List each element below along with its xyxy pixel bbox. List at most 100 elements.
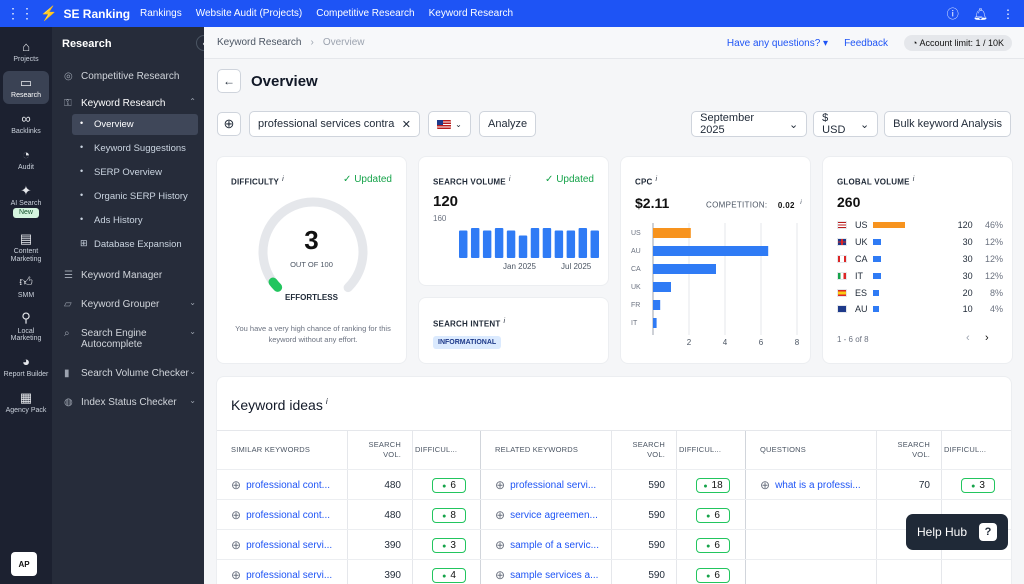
- add-keyword-button[interactable]: ⊕: [217, 112, 241, 136]
- keyword-cell[interactable]: ⊕ professional cont...: [231, 470, 345, 500]
- help-icon[interactable]: ⓘ: [946, 7, 959, 21]
- panel-sub-database-expansion[interactable]: ⊞ Database Expansion: [80, 238, 182, 250]
- table-row[interactable]: ⊕ sample services a... 590 ● 6: [481, 559, 746, 584]
- keyword-cell[interactable]: ⊕ professional servi...: [495, 470, 609, 500]
- volume-bar[interactable]: [482, 230, 492, 259]
- info-icon[interactable]: i: [282, 176, 284, 183]
- volume-bar[interactable]: [518, 235, 528, 259]
- topnav-rankings[interactable]: Rankings: [140, 8, 182, 19]
- volume-bar[interactable]: [494, 228, 504, 258]
- cpc-bar[interactable]: [653, 264, 716, 274]
- add-keyword-icon[interactable]: ⊕: [495, 508, 506, 522]
- keyword-link[interactable]: professional cont...: [246, 479, 330, 491]
- topnav-website-audit[interactable]: Website Audit (Projects): [195, 8, 303, 19]
- keyword-cell[interactable]: ⊕ sample services a...: [495, 560, 609, 584]
- keyword-cell[interactable]: ⊕ sample of a servic...: [495, 530, 609, 560]
- analyze-button[interactable]: Analyze: [479, 111, 537, 137]
- keyword-search-input[interactable]: professional services contra ✕: [249, 111, 420, 137]
- info-icon[interactable]: i: [325, 397, 328, 407]
- add-keyword-icon[interactable]: ⊕: [231, 478, 242, 492]
- volume-bar[interactable]: [530, 228, 540, 258]
- keyword-cell[interactable]: ⊕ service agreemen...: [495, 500, 609, 530]
- volume-bar[interactable]: [542, 228, 552, 258]
- country-select[interactable]: ⌄: [428, 111, 471, 137]
- apps-grid-icon[interactable]: ⋮⋮: [6, 5, 34, 21]
- rail-report-builder[interactable]: ◕ Report Builder: [3, 353, 49, 379]
- brand-logo[interactable]: ⚡ SE Ranking: [40, 5, 140, 22]
- info-icon[interactable]: i: [503, 318, 506, 325]
- add-keyword-icon[interactable]: ⊕: [231, 568, 242, 582]
- panel-item-keyword-grouper[interactable]: ▱ Keyword Grouper ⌄: [64, 298, 196, 310]
- add-keyword-icon[interactable]: ⊕: [495, 478, 506, 492]
- avatar[interactable]: AP: [11, 552, 37, 576]
- topnav-competitive-research[interactable]: Competitive Research: [316, 8, 415, 19]
- volume-bar[interactable]: [566, 230, 576, 259]
- table-row[interactable]: ⊕ professional cont... 480 ● 6: [217, 469, 481, 499]
- bulk-analysis-button[interactable]: Bulk keyword Analysis: [884, 111, 1011, 137]
- account-limit-badge[interactable]: ◔ Account limit: 1 / 10K: [904, 35, 1012, 51]
- keyword-cell[interactable]: ⊕ professional servi...: [231, 530, 345, 560]
- panel-item-competitive-research[interactable]: ◎ Competitive Research: [64, 71, 180, 82]
- feedback-link[interactable]: Feedback: [844, 37, 888, 49]
- month-select[interactable]: September 2025 ⌄: [691, 111, 808, 137]
- rail-research[interactable]: ▭ Research: [3, 70, 49, 104]
- cpc-bar[interactable]: [653, 228, 691, 238]
- rail-smm[interactable]: 👍︎ SMM: [3, 270, 49, 303]
- add-keyword-icon[interactable]: ⊕: [231, 538, 242, 552]
- panel-item-keyword-manager[interactable]: ☰ Keyword Manager: [64, 270, 163, 281]
- panel-item-search-engine-autocomplete[interactable]: ⌕ Search Engine Autocomplete ⌄: [64, 327, 196, 350]
- panel-sub-organic-serp-history[interactable]: • Organic SERP History: [80, 190, 188, 202]
- column-header[interactable]: DIFFICUL...: [679, 445, 722, 455]
- prev-page-icon[interactable]: ‹: [966, 332, 970, 344]
- keyword-link[interactable]: professional cont...: [246, 509, 330, 521]
- volume-bar[interactable]: [590, 230, 599, 259]
- column-header[interactable]: DIFFICUL...: [944, 445, 987, 455]
- rail-audit[interactable]: ◔ Audit: [3, 143, 49, 176]
- volume-bar[interactable]: [459, 230, 468, 259]
- panel-sub-overview[interactable]: • Overview: [72, 114, 198, 135]
- volume-bar[interactable]: [554, 230, 564, 259]
- keyword-cell[interactable]: ⊕ professional servi...: [231, 560, 345, 584]
- keyword-link[interactable]: professional servi...: [246, 569, 333, 581]
- keyword-cell[interactable]: ⊕ professional cont...: [231, 500, 345, 530]
- panel-sub-ads-history[interactable]: • Ads History: [80, 214, 143, 226]
- table-row[interactable]: ⊕ sample of a servic... 590 ● 6: [481, 529, 746, 559]
- breadcrumb-parent[interactable]: Keyword Research: [217, 37, 302, 48]
- keyword-link[interactable]: sample of a servic...: [510, 539, 599, 551]
- keyword-link[interactable]: service agreemen...: [510, 509, 598, 521]
- rail-local-marketing[interactable]: ⚲ Local Marketing: [3, 306, 49, 347]
- column-header[interactable]: SEARCH VOL.: [897, 440, 930, 459]
- cpc-bar[interactable]: [653, 246, 769, 256]
- panel-sub-keyword-suggestions[interactable]: • Keyword Suggestions: [80, 142, 186, 154]
- add-keyword-icon[interactable]: ⊕: [760, 478, 771, 492]
- currency-select[interactable]: $ USD ⌄: [813, 111, 879, 137]
- questions-dropdown[interactable]: Have any questions? ▾: [726, 37, 829, 49]
- cpc-bar[interactable]: [653, 282, 671, 292]
- add-keyword-icon[interactable]: ⊕: [231, 508, 242, 522]
- back-button[interactable]: ←: [217, 69, 241, 93]
- keyword-link[interactable]: what is a professi...: [775, 479, 861, 491]
- panel-sub-serp-overview[interactable]: • SERP Overview: [80, 166, 162, 178]
- panel-item-keyword-research[interactable]: ⚿ Keyword Research ⌃: [64, 97, 196, 109]
- table-row[interactable]: ⊕ professional servi... 390 ● 3: [217, 529, 481, 559]
- rail-content-marketing[interactable]: ▤ Content Marketing: [3, 227, 49, 268]
- column-header[interactable]: SEARCH VOL.: [368, 440, 401, 459]
- panel-item-search-volume-checker[interactable]: ▮ Search Volume Checker ⌄: [64, 367, 196, 379]
- info-icon[interactable]: i: [800, 199, 803, 206]
- topnav-keyword-research[interactable]: Keyword Research: [428, 8, 514, 19]
- volume-bar[interactable]: [578, 228, 588, 258]
- next-page-icon[interactable]: ›: [985, 332, 989, 344]
- cpc-bar[interactable]: [653, 300, 661, 310]
- cpc-bar[interactable]: [653, 318, 657, 328]
- table-row[interactable]: ⊕ what is a professi... 70 ● 3: [746, 469, 1011, 499]
- rail-backlinks[interactable]: ∞ Backlinks: [3, 107, 49, 140]
- add-keyword-icon[interactable]: ⊕: [495, 538, 506, 552]
- help-hub-button[interactable]: Help Hub ?: [906, 514, 1008, 550]
- keyword-link[interactable]: professional servi...: [246, 539, 333, 551]
- rail-agency-pack[interactable]: ▦ Agency Pack: [3, 386, 49, 419]
- volume-bar[interactable]: [470, 228, 480, 258]
- keyword-cell[interactable]: ⊕ what is a professi...: [760, 470, 874, 500]
- rail-ai-search[interactable]: ✦ AI Search New: [3, 179, 49, 224]
- info-icon[interactable]: i: [655, 176, 658, 183]
- menu-icon[interactable]: ⋮: [1002, 6, 1014, 21]
